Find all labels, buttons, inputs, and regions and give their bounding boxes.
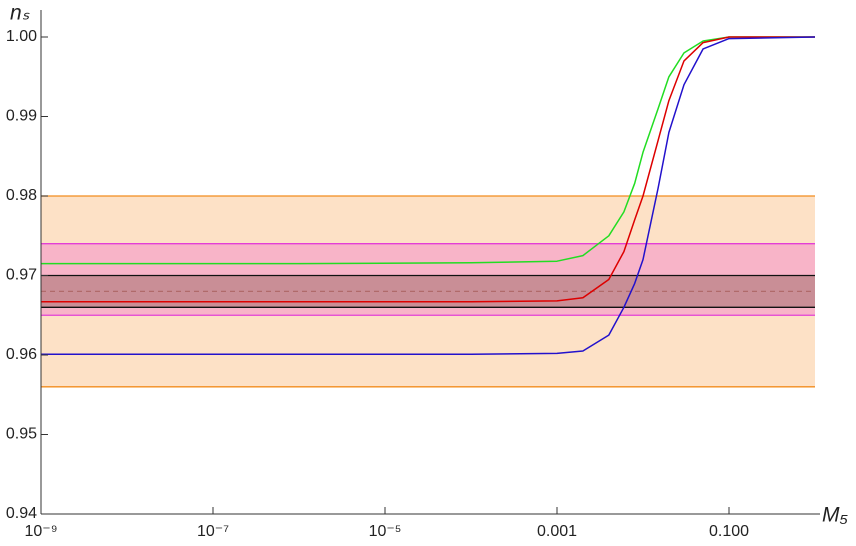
y-axis-title: nₛ (10, 2, 30, 25)
x-tick-label: 10⁻⁹ (24, 523, 57, 540)
curve (41, 36, 816, 355)
y-tick-label: 0.98 (6, 187, 37, 204)
y-tick-label: 0.97 (6, 267, 37, 284)
curve (41, 36, 815, 265)
x-tick-label: 0.001 (537, 523, 577, 540)
y-tick-label: 0.94 (6, 505, 37, 522)
curve (41, 36, 815, 303)
x-tick-label: 10⁻⁵ (369, 523, 402, 540)
x-tick-label: 0.100 (709, 523, 749, 540)
y-tick-label: 1.00 (6, 28, 37, 45)
y-tick-label: 0.96 (6, 346, 37, 363)
x-axis-title: M₅ (822, 504, 848, 527)
y-tick-label: 0.99 (6, 108, 37, 125)
x-tick-label: 10⁻⁷ (197, 523, 229, 540)
y-tick-label: 0.95 (6, 426, 37, 443)
